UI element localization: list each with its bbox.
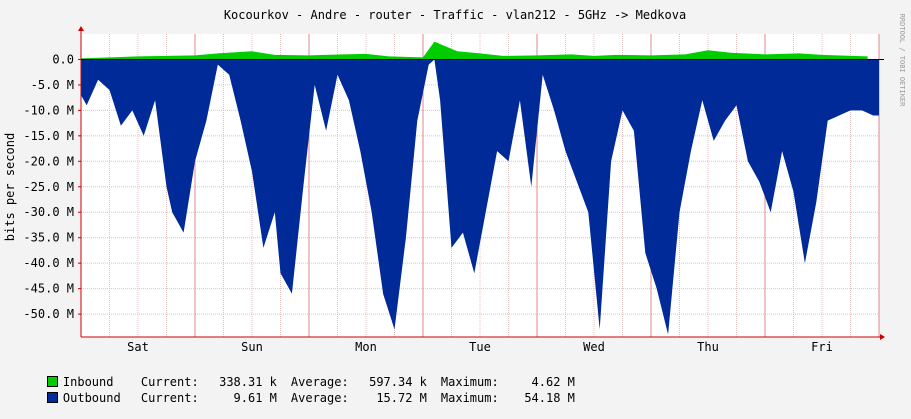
- outbound-average-value: 15.72 M: [376, 391, 427, 405]
- y-tick-label: -5.0 M: [31, 78, 74, 92]
- x-tick-label: Fri: [811, 340, 833, 354]
- x-tick-label: Mon: [355, 340, 377, 354]
- y-tick-labels: 0.0 -5.0 M -10.0 M -15.0 M -20.0 M -25.0 M -30…: [23, 52, 74, 321]
- inbound-swatch: [46, 376, 58, 387]
- x-tick-label: Wed: [583, 340, 605, 354]
- y-tick-label: -30.0 M: [23, 205, 74, 219]
- series-layer: [81, 41, 879, 335]
- x-tick-label: Sun: [241, 340, 263, 354]
- x-axis-arrow-icon: [880, 334, 885, 340]
- outbound-name: Outbound: [62, 391, 121, 405]
- outbound-average-label: Average:: [290, 391, 349, 405]
- traffic-chart: Kocourkov - Andre - router - Traffic - v…: [3, 8, 906, 354]
- legend-row-outbound: Outbound Current: 9.61 M Average: 15.72 M Max…: [18, 377, 575, 405]
- legend-row-inbound: Inbound Current: 338.31 k Average: 597.34 k M…: [18, 361, 575, 389]
- y-tick-label: -10.0 M: [23, 103, 74, 117]
- inbound-maximum-label: Maximum:: [440, 375, 499, 389]
- inbound-current-value: 338.31 k: [219, 375, 277, 389]
- chart-title: Kocourkov - Andre - router - Traffic - v…: [224, 8, 686, 22]
- x-tick-label: Sat: [127, 340, 149, 354]
- outbound-current-label: Current:: [140, 391, 199, 405]
- inbound-name: Inbound: [62, 375, 114, 389]
- y-tick-label: -25.0 M: [23, 180, 74, 194]
- inbound-current-label: Current:: [140, 375, 199, 389]
- inbound-average-value: 597.34 k: [369, 375, 427, 389]
- y-tick-label: -40.0 M: [23, 256, 74, 270]
- x-tick-labels: Sat Sun Mon Tue Wed Thu Fri: [127, 340, 833, 354]
- y-axis-arrow-icon: [78, 26, 84, 31]
- y-tick-label: -20.0 M: [23, 154, 74, 168]
- y-axis-label: bits per second: [3, 133, 17, 241]
- rrdtool-credit: RRDTOOL / TOBI OETIKER: [898, 14, 906, 108]
- y-tick-label: -50.0 M: [23, 307, 74, 321]
- y-tick-label: 0.0: [52, 52, 74, 66]
- graph-canvas: Kocourkov - Andre - router - Traffic - v…: [3, 8, 906, 405]
- y-tick-label: -35.0 M: [23, 231, 74, 245]
- y-tick-label: -15.0 M: [23, 129, 74, 143]
- outbound-swatch: [46, 392, 58, 403]
- outbound-maximum-value: 54.18 M: [524, 391, 575, 405]
- y-tick-label: -45.0 M: [23, 282, 74, 296]
- outbound-area: [81, 59, 879, 335]
- inbound-average-label: Average:: [290, 375, 349, 389]
- x-tick-label: Thu: [697, 340, 719, 354]
- outbound-current-value: 9.61 M: [233, 391, 277, 405]
- inbound-area: [81, 41, 868, 60]
- x-tick-label: Tue: [469, 340, 491, 354]
- inbound-maximum-value: 4.62 M: [531, 375, 575, 389]
- axis-layer: [78, 26, 885, 340]
- outbound-maximum-label: Maximum:: [440, 391, 499, 405]
